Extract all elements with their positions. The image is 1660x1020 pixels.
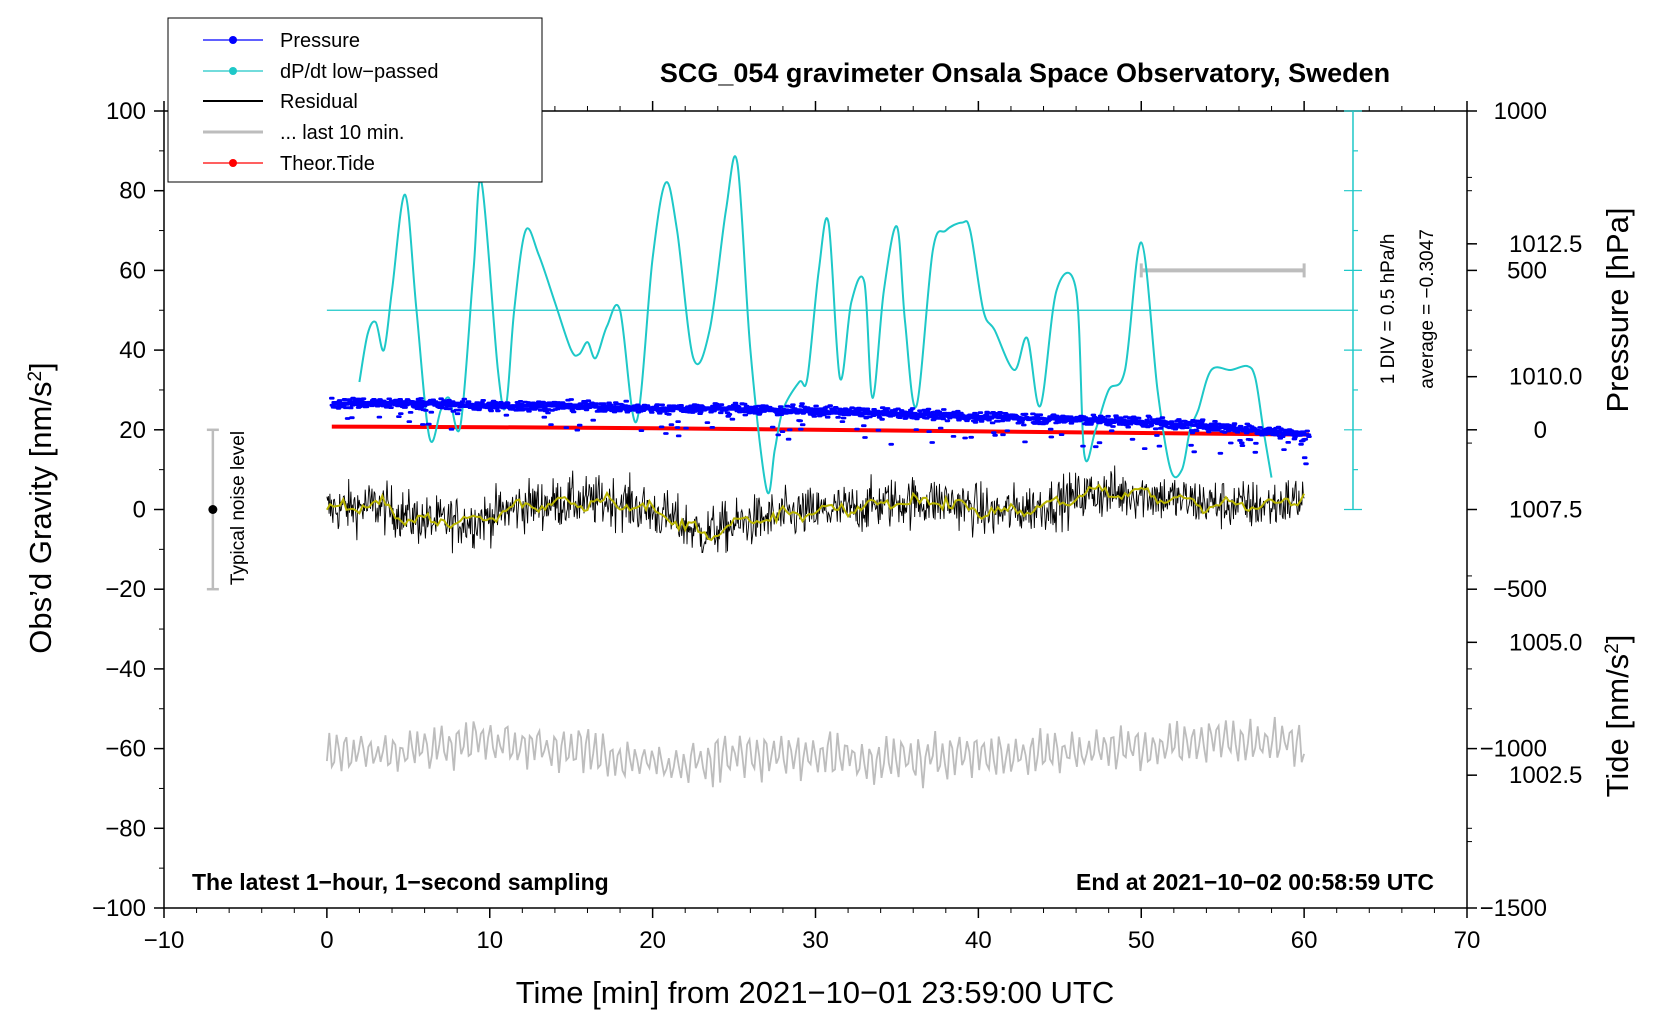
y-axis-title-tide-sup: 2 bbox=[1602, 643, 1623, 654]
residual-line bbox=[326, 465, 1305, 554]
tide-tick-label: 0 bbox=[1534, 417, 1547, 444]
y-tick-label: −20 bbox=[105, 576, 146, 603]
y-axis-title-tide-end: ] bbox=[1600, 635, 1635, 644]
annotation-noise-level: Typical noise level bbox=[228, 431, 249, 585]
x-tick-label: 20 bbox=[639, 927, 666, 954]
tide-tick-label: −1000 bbox=[1480, 736, 1547, 763]
annotation-dpdt-average: average = −0.3047 bbox=[1417, 229, 1438, 389]
tide-tick-label: 1000 bbox=[1494, 98, 1547, 125]
y-tick-label: −80 bbox=[105, 815, 146, 842]
legend-symbols bbox=[203, 36, 263, 167]
tide-tick-label: −500 bbox=[1493, 576, 1547, 603]
pressure-tick-label: 1012.5 bbox=[1509, 231, 1582, 258]
dpdt-line bbox=[358, 155, 1273, 495]
y-axis-title-pressure: Pressure [hPa] bbox=[1600, 207, 1635, 412]
pressure-tick-label: 1005.0 bbox=[1509, 629, 1582, 656]
theor-tide-line bbox=[331, 424, 1310, 437]
y-axis-title-gravity-main: Obs’d Gravity [nm/s bbox=[23, 382, 58, 654]
y-tick-label: 40 bbox=[119, 337, 146, 364]
legend-label-theor-tide: Theor.Tide bbox=[280, 153, 375, 175]
y-tick-label: 100 bbox=[106, 98, 146, 125]
pressure-tick-label: 1007.5 bbox=[1509, 497, 1582, 524]
legend-label-last-10-min: ... last 10 min. bbox=[280, 122, 405, 144]
pressure-tick-label: 1010.0 bbox=[1509, 364, 1582, 391]
legend-marker bbox=[229, 159, 237, 167]
annotation-end-time: End at 2021−10−02 00:58:59 UTC bbox=[1076, 869, 1434, 895]
noise-bar-center bbox=[208, 505, 218, 514]
x-tick-label: 10 bbox=[476, 927, 503, 954]
noise-bar bbox=[206, 428, 219, 591]
tide-tick-label: 500 bbox=[1507, 257, 1547, 284]
y-axis-title-gravity: Obs’d Gravity [nm/s2] bbox=[23, 362, 58, 653]
chart-title: SCG_054 gravimeter Onsala Space Observat… bbox=[660, 58, 1390, 88]
axis-ticks: −10 0 10 20 30 40 50 60 70−100−80−60−40−20020406… bbox=[92, 98, 1582, 954]
annotation-sampling: The latest 1−hour, 1−second sampling bbox=[192, 869, 609, 895]
x-tick-label: −10 bbox=[144, 927, 185, 954]
legend-label-pressure: Pressure bbox=[280, 30, 360, 52]
y-tick-label: −40 bbox=[105, 656, 146, 683]
pressure-line bbox=[331, 401, 1310, 437]
x-axis-title: Time [min] from 2021−10−01 23:59:00 UTC bbox=[516, 975, 1115, 1010]
annotation-dpdt-scale: 1 DIV = 0.5 hPa/h bbox=[1378, 234, 1399, 385]
y-tick-label: −100 bbox=[92, 895, 146, 922]
y-tick-label: 60 bbox=[119, 257, 146, 284]
y-axis-title-gravity-end: ] bbox=[23, 362, 58, 371]
series-layer bbox=[326, 155, 1353, 789]
legend-marker bbox=[229, 36, 237, 44]
pressure-tick-label: 1002.5 bbox=[1509, 762, 1582, 789]
residual-smoothed-line bbox=[326, 483, 1305, 542]
x-tick-label: 30 bbox=[802, 927, 829, 954]
x-tick-label: 40 bbox=[965, 927, 992, 954]
y-tick-label: 20 bbox=[119, 417, 146, 444]
y-tick-label: −60 bbox=[105, 736, 146, 763]
legend-label-dpdt: dP/dt low−passed bbox=[280, 61, 438, 83]
legend-label-residual: Residual bbox=[280, 91, 358, 113]
tide-tick-label: −1500 bbox=[1480, 895, 1547, 922]
last-10-min-line bbox=[326, 716, 1305, 789]
x-tick-label: 0 bbox=[320, 927, 333, 954]
legend: Pressure dP/dt low−passed Residual ... l… bbox=[167, 17, 543, 183]
y-tick-label: 80 bbox=[119, 178, 146, 205]
y-axis-title-gravity-sup: 2 bbox=[25, 371, 46, 382]
legend-marker bbox=[229, 67, 237, 75]
y-axis-title-tide: Tide [nm/s2] bbox=[1600, 635, 1635, 798]
x-tick-label: 50 bbox=[1128, 927, 1155, 954]
x-tick-label: 60 bbox=[1291, 927, 1318, 954]
y-tick-label: 0 bbox=[133, 497, 146, 524]
y-axis-title-tide-main: Tide [nm/s bbox=[1600, 654, 1635, 798]
x-tick-label: 70 bbox=[1454, 927, 1481, 954]
